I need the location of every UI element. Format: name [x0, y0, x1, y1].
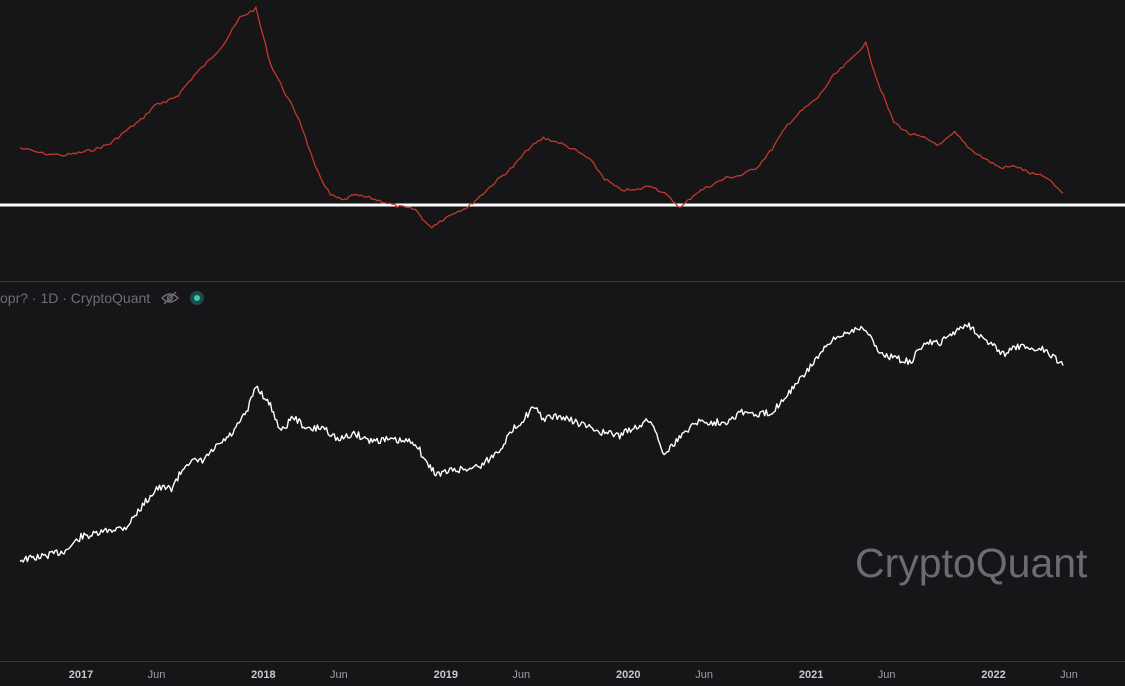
x-tick-label: 2019	[433, 669, 459, 681]
legend-text: opr? · 1D · CryptoQuant	[0, 290, 151, 306]
x-tick-label: Jun	[329, 669, 348, 681]
series-legend: opr? · 1D · CryptoQuant	[0, 289, 205, 307]
indicator-series-line	[19, 6, 1064, 229]
x-tick-label: 2021	[798, 669, 824, 681]
time-axis-border	[0, 661, 1125, 662]
indicator-pane	[0, 6, 1125, 229]
watermark-logo: CryptoQuant	[855, 540, 1088, 586]
x-tick-label: 2020	[615, 669, 641, 681]
status-dot-icon	[190, 291, 205, 305]
eye-off-icon[interactable]	[160, 289, 180, 307]
x-tick-label: 2018	[251, 669, 276, 681]
price-pane	[19, 322, 1064, 563]
x-tick-label: Jun	[512, 669, 531, 681]
x-tick-label: Jun	[877, 669, 896, 681]
pane-divider[interactable]	[0, 281, 1125, 282]
x-tick-label: Jun	[1060, 669, 1078, 681]
price-series-line	[19, 322, 1064, 563]
x-tick-label: 2022	[981, 669, 1006, 681]
x-tick-label: Jun	[147, 669, 166, 681]
x-tick-label: Jun	[695, 669, 714, 681]
x-tick-label: 2017	[68, 669, 94, 681]
